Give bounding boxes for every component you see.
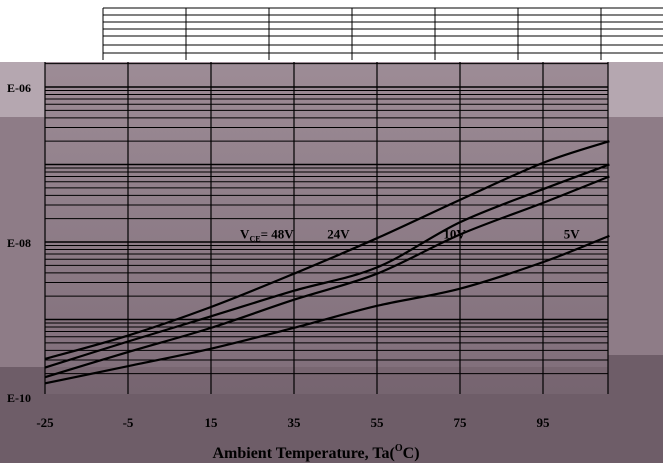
frame-bottom [0,394,663,463]
frame-left-upper [0,62,45,117]
chart-backdrop [0,62,663,463]
chart-series [44,140,610,385]
series-line-4 [44,234,610,385]
series-line-3 [44,175,610,379]
series-line-2 [44,163,610,369]
x-tick-label: 15 [205,415,219,430]
x-tick-label: 35 [288,415,302,430]
chart-series-labels: VCE= 48V 24V 10V 5V [240,226,580,243]
x-tick-label: 55 [371,415,385,430]
series-label-2: 24V [327,226,350,241]
x-axis-title: Ambient Temperature, Ta(OC) [212,443,419,462]
y-tick-label: E-08 [7,236,31,250]
x-tick-label: -5 [123,415,134,430]
frame-left-middle [0,117,45,367]
top-grid-strip [102,7,663,60]
series-line-1 [44,140,610,360]
x-tick-label: 95 [537,415,551,430]
series-label-4: 5V [564,226,581,241]
y-tick-label: E-06 [7,81,31,95]
y-tick-label: E-10 [7,391,31,405]
series-label-1: VCE= 48V [240,226,294,243]
chart-axes: E-10 E-08 E-06 -25 -5 15 35 55 75 95 Ambient Tempe… [7,81,550,462]
series-label-3: 10V [443,226,466,241]
x-tick-label: 75 [454,415,468,430]
x-tick-label: -25 [36,415,54,430]
frame-right-middle [608,117,663,355]
frame-right-upper [608,62,663,117]
plot-lower-band [45,367,608,394]
